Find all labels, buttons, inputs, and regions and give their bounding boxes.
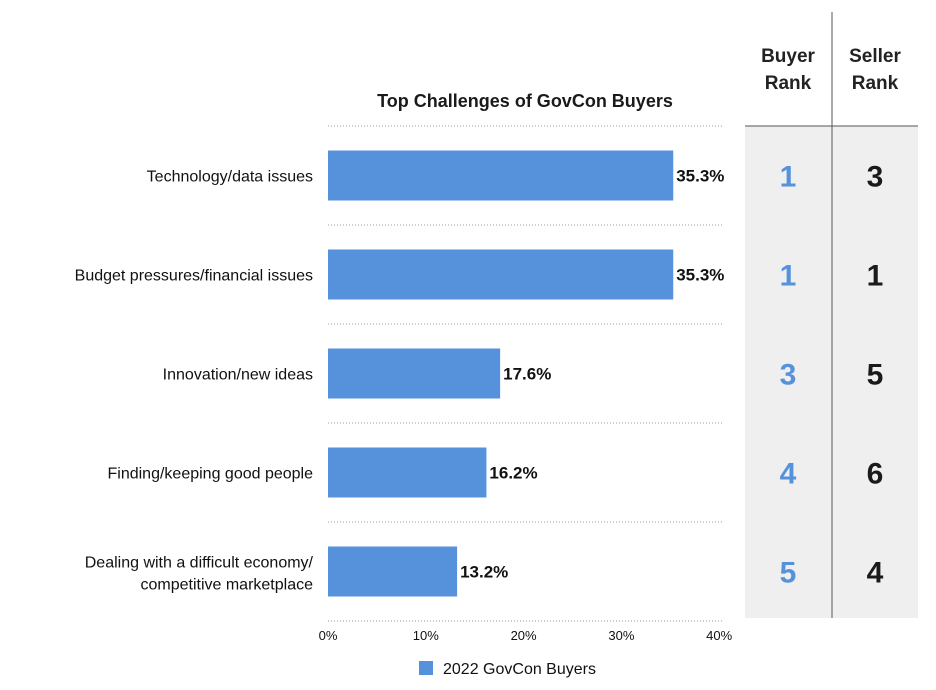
x-tick-label: 10% [413,628,439,643]
seller-rank: 5 [867,359,884,392]
x-tick-label: 20% [511,628,537,643]
buyer-rank: 1 [780,161,797,194]
bar [328,348,501,399]
rank-table: 1 3 1 1 3 5 4 6 5 4 [745,12,918,618]
seller-rank: 3 [867,161,884,194]
value-label: 17.6% [503,365,551,384]
rank-headers: Buyer Rank Seller Rank [761,46,901,94]
category-label: Finding/keeping good people [108,466,314,483]
x-tick-label: 40% [706,628,732,643]
buyer-rank: 4 [780,458,797,491]
legend-swatch [419,661,433,675]
bar [328,447,487,498]
legend-label: 2022 GovCon Buyers [443,661,596,678]
buyer-rank: 3 [780,359,797,392]
category-label: Innovation/new ideas [163,367,313,384]
category-labels: Technology/data issues Budget pressures/f… [75,169,314,594]
x-axis-ticks: 0% 10% 20% 30% 40% [319,628,733,643]
buyer-rank: 1 [780,260,797,293]
seller-rank-header: Seller Rank [849,46,901,94]
value-label: 16.2% [489,464,537,483]
category-label: Technology/data issues [147,169,313,186]
bar [328,150,674,201]
bars [328,150,674,597]
buyer-rank: 5 [780,557,797,590]
value-label: 35.3% [676,167,724,186]
bar [328,546,458,597]
seller-rank: 4 [867,557,884,590]
x-tick-label: 30% [608,628,634,643]
value-label: 13.2% [460,563,508,582]
seller-rank: 1 [867,260,884,293]
buyer-rank-header: Buyer Rank [761,46,815,94]
bar [328,249,674,300]
seller-rank: 6 [867,458,884,491]
category-label: Budget pressures/financial issues [75,268,313,285]
legend: 2022 GovCon Buyers [419,661,596,678]
value-labels: 35.3% 35.3% 17.6% 16.2% 13.2% [460,167,724,582]
category-label: Dealing with a difficult economy/competi… [85,555,314,594]
chart-title: Top Challenges of GovCon Buyers [377,91,673,111]
value-label: 35.3% [676,266,724,285]
x-tick-label: 0% [319,628,338,643]
